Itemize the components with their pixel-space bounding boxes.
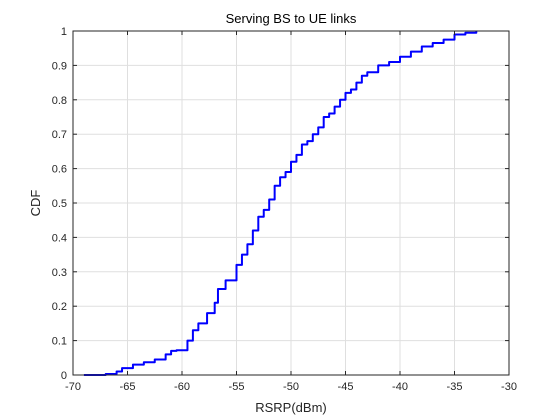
y-tick-label: 0.6 xyxy=(52,164,67,176)
y-tick-label: 0.8 xyxy=(52,95,67,107)
x-tick-label: -40 xyxy=(392,381,408,393)
y-tick-label: 1 xyxy=(61,26,67,38)
y-tick-label: 0.3 xyxy=(52,267,67,279)
cdf-series-line xyxy=(83,31,478,376)
x-tick-label: -60 xyxy=(174,381,190,393)
y-tick-label: 0.9 xyxy=(52,60,67,72)
x-tick-label: -70 xyxy=(65,381,81,393)
x-tick-label: -55 xyxy=(229,381,245,393)
y-axis-label: CDF xyxy=(28,190,43,217)
y-tick-label: 0 xyxy=(61,370,67,382)
y-tick-label: 0.4 xyxy=(52,232,67,244)
x-tick-label: -30 xyxy=(501,381,517,393)
ticks xyxy=(72,30,510,376)
y-tick-label: 0.2 xyxy=(52,301,67,313)
x-tick-label: -65 xyxy=(120,381,136,393)
y-tick-label: 0.1 xyxy=(52,336,67,348)
x-tick-label: -50 xyxy=(283,381,299,393)
x-tick-label: -35 xyxy=(447,381,463,393)
chart-title: Serving BS to UE links xyxy=(226,11,357,26)
x-tick-label: -45 xyxy=(338,381,354,393)
tick-labels: -70 -65 -60 -55 -50 -45 -40 -35 -30 0 0.1 0.2 0.3 0.4… xyxy=(52,26,517,393)
y-tick-label: 0.7 xyxy=(52,129,67,141)
y-tick-label: 0.5 xyxy=(52,198,67,210)
x-axis-label: RSRP(dBm) xyxy=(255,400,327,415)
series-layer xyxy=(83,31,478,376)
